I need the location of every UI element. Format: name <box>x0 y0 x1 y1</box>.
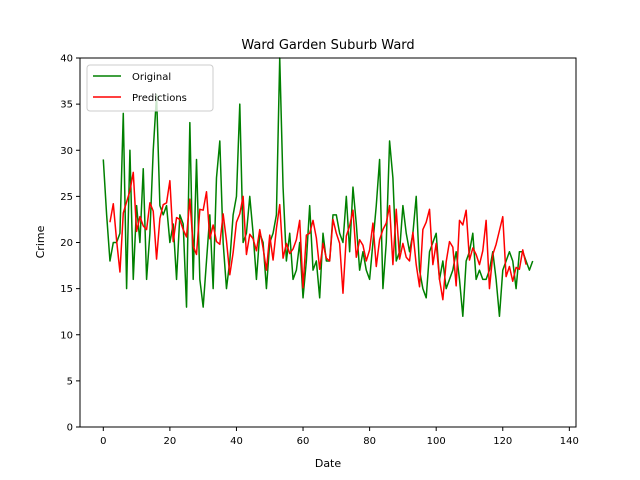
y-tick-label: 20 <box>60 238 73 249</box>
y-tick-label: 0 <box>67 423 73 434</box>
y-axis-title: Crime <box>34 225 47 258</box>
chart-title: Ward Garden Suburb Ward <box>241 38 414 53</box>
x-tick-label: 80 <box>363 436 376 447</box>
legend: Original Predictions <box>86 64 214 112</box>
x-axis: 0 20 40 60 80 100 120 140 <box>100 427 579 447</box>
y-tick-label: 5 <box>67 376 73 387</box>
x-tick-label: 100 <box>427 436 446 447</box>
y-tick-label: 25 <box>60 192 73 203</box>
x-tick-label: 120 <box>493 436 512 447</box>
series-line-original <box>102 57 534 318</box>
y-axis: 0 5 10 15 20 25 30 35 40 <box>60 54 80 434</box>
x-axis-title: Date <box>315 457 342 470</box>
y-tick-label: 40 <box>60 54 73 65</box>
legend-label-original: Original <box>132 72 171 83</box>
x-tick-label: 140 <box>560 436 579 447</box>
x-tick-label: 0 <box>100 436 106 447</box>
x-tick-label: 20 <box>164 436 177 447</box>
x-tick-label: 60 <box>297 436 310 447</box>
x-tick-label: 40 <box>230 436 243 447</box>
y-tick-label: 30 <box>60 146 73 157</box>
plot-frame <box>79 57 577 428</box>
y-tick-label: 10 <box>60 330 73 341</box>
y-tick-label: 15 <box>60 284 73 295</box>
y-tick-label: 35 <box>60 100 73 111</box>
legend-label-predictions: Predictions <box>132 93 187 104</box>
series-line-predictions <box>109 171 527 301</box>
series-layer <box>102 57 534 318</box>
